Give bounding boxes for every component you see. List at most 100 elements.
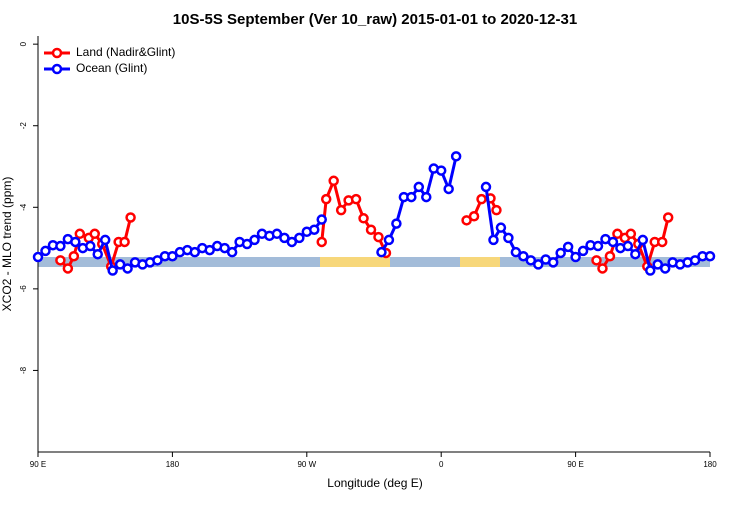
y-tick-label: -8	[19, 366, 28, 374]
data-point	[152, 255, 163, 266]
data-point	[85, 240, 96, 252]
data-point	[316, 214, 327, 225]
data-point	[607, 236, 619, 248]
chart-title: 10S-5S September (Ver 10_raw) 2015-01-01…	[173, 11, 577, 28]
y-tick-label: -2	[19, 122, 28, 130]
data-point	[40, 245, 51, 257]
data-point	[406, 191, 417, 203]
data-point	[604, 250, 616, 262]
data-point	[271, 228, 283, 240]
data-point	[62, 263, 74, 274]
data-point	[461, 215, 472, 226]
data-point	[309, 224, 320, 235]
land-ocean-band	[38, 257, 710, 267]
x-tick-label: 90 E	[30, 460, 46, 469]
data-point	[328, 175, 339, 187]
legend-marker	[51, 47, 63, 59]
data-point	[68, 250, 80, 262]
data-point	[226, 246, 238, 258]
data-point	[320, 193, 332, 205]
data-point	[286, 236, 298, 248]
y-tick-label: -6	[19, 285, 28, 293]
data-point	[107, 265, 118, 276]
data-point	[55, 240, 66, 252]
y-tick-label: -4	[19, 203, 28, 211]
data-point	[74, 228, 86, 240]
data-point	[562, 241, 574, 253]
data-point	[189, 246, 201, 258]
data-point	[450, 151, 462, 162]
data-point	[533, 259, 544, 270]
x-axis-label: Longitude (deg E)	[327, 476, 422, 490]
data-point	[241, 238, 253, 250]
data-point	[645, 265, 656, 276]
data-point	[622, 240, 634, 252]
x-tick-label: 0	[439, 460, 444, 469]
data-point	[652, 259, 663, 270]
data-point	[435, 165, 447, 176]
y-axis-label: XCO2 - MLO trend (ppm)	[0, 177, 14, 312]
data-point	[279, 232, 290, 244]
data-point	[570, 251, 581, 263]
data-point	[391, 218, 402, 229]
data-point	[662, 212, 674, 223]
data-point	[365, 224, 377, 235]
data-point	[122, 263, 133, 274]
data-point	[92, 248, 103, 260]
data-point	[119, 236, 130, 248]
data-point	[249, 234, 260, 246]
data-point	[495, 222, 507, 233]
data-point	[114, 259, 126, 270]
data-point	[625, 228, 637, 240]
land-band	[460, 257, 500, 267]
data-point	[630, 248, 641, 260]
data-point	[689, 255, 701, 266]
data-point	[612, 228, 623, 240]
data-point	[503, 232, 514, 244]
data-point	[659, 263, 671, 274]
data-point	[358, 213, 369, 224]
data-point	[547, 257, 559, 268]
legend-label: Ocean (Glint)	[76, 61, 147, 75]
legend-label: Land (Nadir&Glint)	[76, 45, 175, 59]
data-point	[335, 204, 347, 216]
data-point	[413, 181, 425, 193]
data-point	[70, 236, 81, 248]
data-point	[704, 250, 716, 262]
x-tick-label: 90 E	[567, 460, 583, 469]
data-point	[480, 181, 492, 193]
data-point	[555, 247, 566, 259]
data-point	[204, 244, 215, 256]
data-point	[373, 231, 384, 243]
data-point	[518, 250, 529, 262]
data-point	[443, 183, 454, 195]
data-point	[491, 204, 502, 216]
land-band	[320, 257, 390, 267]
data-point	[219, 242, 230, 254]
data-point	[468, 211, 480, 222]
data-point	[89, 228, 100, 240]
data-point	[99, 234, 111, 246]
data-point	[350, 193, 362, 205]
data-point	[32, 251, 44, 263]
data-point	[656, 236, 668, 248]
x-tick-label: 180	[166, 460, 180, 469]
data-point	[316, 236, 327, 248]
data-point	[525, 255, 537, 266]
data-point	[592, 240, 604, 252]
data-point	[476, 193, 487, 205]
x-tick-label: 180	[703, 460, 717, 469]
data-point	[376, 246, 387, 258]
data-point	[637, 234, 649, 246]
data-point	[577, 245, 589, 257]
data-point	[167, 250, 178, 262]
data-point	[597, 263, 608, 274]
data-point	[383, 234, 395, 246]
data-point	[488, 234, 499, 246]
data-point	[294, 232, 305, 244]
x-tick-label: 90 W	[297, 460, 316, 469]
data-point	[591, 255, 602, 266]
data-point	[421, 191, 432, 203]
y-tick-label: 0	[19, 41, 28, 46]
